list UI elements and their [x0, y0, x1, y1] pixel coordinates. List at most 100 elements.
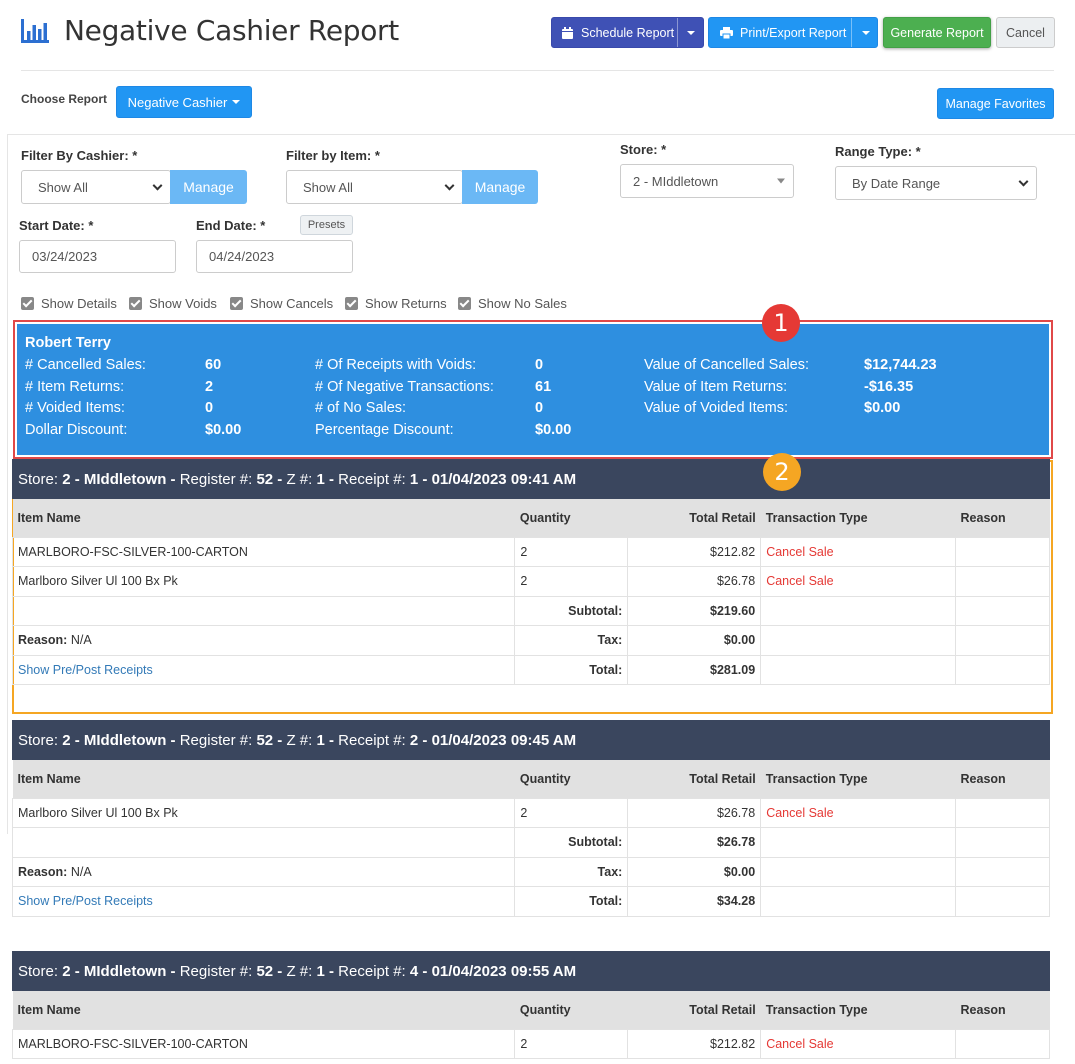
manage-favorites-button[interactable]: Manage Favorites [937, 88, 1054, 119]
receipt-table: Item Name Quantity Total Retail Transact… [11, 991, 1050, 1059]
show-pre-post-receipts-link[interactable]: Show Pre/Post Receipts [18, 894, 153, 909]
reason-cell: Reason: N/A [11, 856, 516, 887]
schedule-report-button[interactable]: Schedule Report [551, 17, 704, 48]
receipt-key: Receipt #: [338, 470, 406, 488]
item-select[interactable]: Show All [286, 170, 463, 204]
cashier-summary: Robert Terry # Cancelled Sales: 60 # Ite… [17, 324, 1049, 455]
store-key: Store: [18, 470, 59, 488]
item-qty: 2 [514, 536, 629, 567]
receipt-store: 2 - MIddletown [62, 731, 167, 749]
chevron-down-icon [1018, 176, 1029, 187]
item-type: Cancel Sale [760, 1028, 957, 1059]
item-type: Cancel Sale [760, 536, 957, 567]
subtotal-value: $26.78 [627, 827, 762, 858]
print-export-button[interactable]: Print/Export Report [708, 17, 878, 48]
receipt-table: Item Name Quantity Total Retail Transact… [11, 760, 1050, 917]
item-qty: 2 [514, 566, 629, 597]
manage-cashier-button[interactable]: Manage [170, 170, 247, 204]
summary-col3-value-2: $0.00 [864, 400, 901, 416]
register-key: Register #: [179, 962, 253, 980]
receipt-table: Item Name Quantity Total Retail Transact… [11, 499, 1050, 685]
print-export-label: Print/Export Report [740, 25, 847, 40]
summary-col3-label-2: Value of Voided Items: [644, 400, 789, 416]
summary-col1-label-2: # Voided Items: [25, 400, 125, 416]
start-date-input[interactable]: 03/24/2023 [19, 240, 176, 273]
store-label: Store: * [620, 142, 667, 157]
chevron-down-icon[interactable] [862, 31, 870, 35]
summary-col2-value-0: 0 [535, 357, 544, 373]
checkbox-label: Show Cancels [250, 296, 334, 311]
range-type-select[interactable]: By Date Range [835, 166, 1037, 200]
receipt-header: Store: 2 - MIddletown - Register #: 52 -… [12, 720, 1050, 760]
receipt-number: 2 [409, 731, 419, 749]
reason-value: N/A [70, 633, 92, 648]
tax-row: Reason: N/A Tax: $0.00 [11, 625, 1050, 656]
show-cancels-checkbox[interactable]: Show Cancels [230, 296, 333, 311]
show-no-sales-checkbox[interactable]: Show No Sales [458, 296, 567, 311]
total-label: Total: [514, 886, 629, 917]
col-reason: Reason [955, 499, 1050, 537]
reason-cell: Reason: N/A [11, 625, 516, 656]
checkbox-checked-icon [230, 297, 243, 310]
col-reason: Reason [955, 760, 1050, 798]
receipt-datetime: 01/04/2023 09:41 AM [431, 470, 577, 488]
range-type-label: Range Type: * [835, 144, 921, 159]
receipt-header: Store: 2 - MIddletown - Register #: 52 -… [12, 951, 1050, 991]
receipt-z: 1 [316, 731, 325, 749]
col-quantity: Quantity [514, 991, 628, 1029]
item-retail: $212.82 [627, 1028, 762, 1059]
receipt-store: 2 - MIddletown [62, 962, 167, 980]
show-voids-checkbox[interactable]: Show Voids [129, 296, 217, 311]
show-pre-post-receipts-link[interactable]: Show Pre/Post Receipts [18, 662, 153, 677]
report-type-dropdown[interactable]: Negative Cashier [116, 86, 252, 118]
receipt-key: Receipt #: [338, 962, 406, 980]
summary-col3-label-0: Value of Cancelled Sales: [644, 357, 809, 373]
summary-col2-label-0: # Of Receipts with Voids: [315, 357, 477, 373]
store-select[interactable]: 2 - MIddletown [620, 164, 794, 198]
checkbox-label: Show Details [41, 296, 117, 311]
item-retail: $212.82 [627, 536, 762, 567]
reason-label: Reason: [18, 864, 68, 879]
summary-col1-value-3: $0.00 [205, 422, 242, 438]
col-transaction-type: Transaction Type [760, 991, 956, 1029]
summary-col2-label-3: Percentage Discount: [315, 422, 454, 438]
summary-col2-value-1: 61 [535, 379, 552, 395]
end-date-label: End Date: * [196, 218, 266, 233]
receipt-z: 1 [316, 470, 325, 488]
chart-icon [21, 19, 49, 43]
presets-button[interactable]: Presets [300, 215, 353, 235]
summary-col2-value-3: $0.00 [535, 422, 572, 438]
subtotal-value: $219.60 [627, 595, 762, 626]
table-header-row: Item Name Quantity Total Retail Transact… [12, 991, 1050, 1029]
cancel-button[interactable]: Cancel [996, 17, 1055, 48]
z-key: Z #: [286, 962, 313, 980]
item-reason [955, 536, 1050, 567]
tax-value: $0.00 [627, 856, 762, 887]
start-date-label: Start Date: * [19, 218, 94, 233]
total-row: Show Pre/Post Receipts Total: $281.09 [11, 654, 1050, 685]
table-row: MARLBORO-FSC-SILVER-100-CARTON 2 $212.82… [11, 536, 1050, 567]
show-details-checkbox[interactable]: Show Details [21, 296, 117, 311]
reason-label: Reason: [18, 633, 68, 648]
col-item-name: Item Name [12, 760, 515, 798]
cashier-select[interactable]: Show All [21, 170, 171, 204]
show-returns-checkbox[interactable]: Show Returns [345, 296, 447, 311]
col-reason: Reason [955, 991, 1050, 1029]
report-type-value: Negative Cashier [127, 94, 228, 110]
manage-item-button[interactable]: Manage [462, 170, 538, 204]
filters-panel-border [7, 134, 1075, 135]
generate-report-button[interactable]: Generate Report [883, 17, 991, 48]
summary-col3-value-1: -$16.35 [864, 379, 914, 395]
receipt-block: Store: 2 - MIddletown - Register #: 52 -… [11, 720, 1050, 917]
col-total-retail: Total Retail [627, 499, 761, 537]
receipt-register: 52 [256, 731, 274, 749]
checkbox-checked-icon [129, 297, 142, 310]
cashier-name: Robert Terry [25, 335, 111, 351]
summary-col1-value-0: 60 [205, 357, 222, 373]
subtotal-row: Subtotal: $219.60 [11, 595, 1050, 626]
end-date-input[interactable]: 04/24/2023 [196, 240, 353, 273]
calendar-icon [562, 26, 573, 39]
store-key: Store: [18, 731, 59, 749]
chevron-down-icon[interactable] [687, 31, 695, 35]
table-row: Marlboro Silver Ul 100 Bx Pk 2 $26.78 Ca… [11, 566, 1050, 597]
